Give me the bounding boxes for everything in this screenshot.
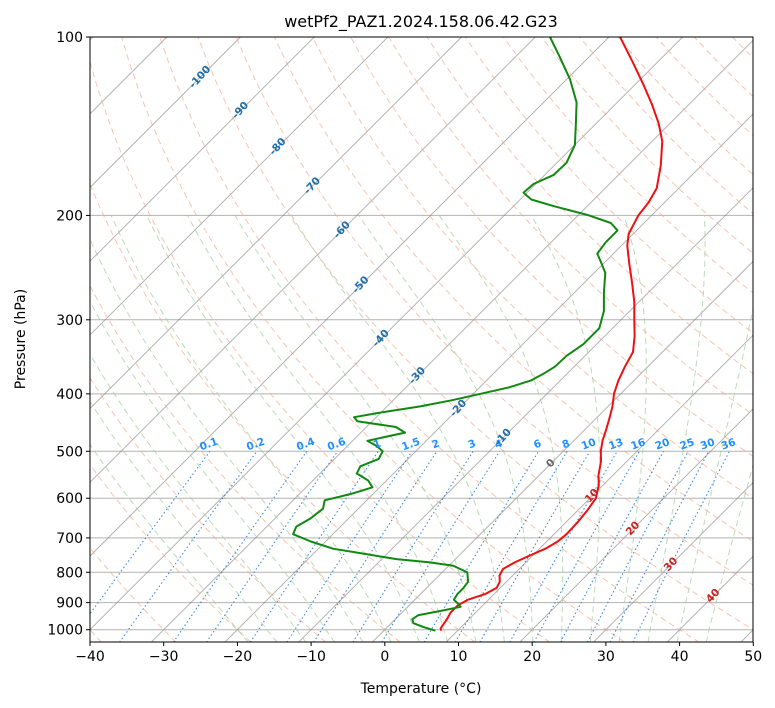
x-tick-label: −30 [149, 649, 179, 665]
isotherm-line [90, 37, 241, 189]
mixing-ratio-line [560, 451, 664, 642]
x-axis-title: Temperature (°C) [360, 681, 482, 697]
mixing-ratio-label: 36 [720, 436, 738, 452]
isotherm-line [592, 481, 753, 642]
mixing-ratio-line [119, 450, 258, 642]
y-tick-label: 600 [56, 491, 83, 507]
mixing-ratio-label: 1 [372, 438, 383, 452]
y-tick-label: 200 [56, 208, 83, 224]
x-tick-label: −40 [75, 649, 105, 665]
y-tick-label: 100 [56, 30, 83, 46]
moist-adiabat-line [90, 238, 364, 642]
dry-adiabat-line [197, 37, 753, 631]
mixing-ratio-label: 8 [561, 438, 572, 452]
mixing-ratio-label: 20 [654, 436, 672, 452]
moist-adiabat-line [110, 215, 392, 642]
moist-adiabat-line [618, 215, 647, 642]
isotherm-line [90, 37, 684, 631]
mixing-ratio-line [172, 450, 308, 642]
moist-adiabat-line [647, 215, 706, 642]
x-tick-label: 0 [380, 649, 389, 665]
mixing-ratio-label: 25 [678, 436, 696, 452]
mixing-ratio-label: 0.4 [295, 436, 317, 454]
mixing-ratio-line [313, 451, 438, 642]
dry-adiabat-line [312, 37, 753, 500]
isotherm-line [90, 37, 462, 410]
x-tick-label: −10 [296, 649, 326, 665]
mixing-ratio-line [286, 450, 413, 642]
isotherm-line [224, 113, 753, 642]
x-tick-label: −20 [223, 649, 253, 665]
y-tick-label: 400 [56, 387, 83, 403]
mixing-ratio-line [533, 451, 640, 642]
dry-adiabat-line [464, 37, 753, 334]
moist-adiabat-line [438, 215, 564, 642]
dry-adiabat-line [273, 37, 753, 543]
isotherm-line [445, 334, 753, 642]
moist-adiabat-line [187, 215, 449, 642]
mixing-ratio-label: 13 [607, 436, 625, 452]
mixing-ratio-label: 0.1 [198, 436, 220, 454]
x-tick-label: 40 [671, 649, 689, 665]
mixing-ratio-line [352, 451, 474, 642]
y-tick-label: 700 [56, 531, 83, 547]
isotherm-line [150, 39, 753, 642]
dewpoint-profile [292, 37, 619, 632]
mixing-ratio-label: 30 [699, 436, 717, 452]
isotherm-line [90, 37, 610, 557]
isotherm-line [371, 260, 753, 642]
dry-adiabat-line [159, 37, 700, 642]
moist-adiabat-line [90, 400, 278, 642]
mixing-ratio-label: 4 [493, 438, 504, 452]
y-axis-title: Pressure (hPa) [13, 289, 29, 389]
mixing-ratio-line [381, 451, 501, 642]
dry-adiabat-line [235, 37, 753, 586]
x-tick-label: 20 [523, 649, 541, 665]
temperature-profile [439, 37, 664, 631]
y-tick-label: 500 [56, 444, 83, 460]
dry-adiabat-line [502, 37, 753, 294]
chart-title: wetPf2_PAZ1.2024.158.06.42.G23 [284, 12, 558, 32]
mixing-ratio-line [632, 451, 730, 642]
x-tick-label: 50 [744, 649, 762, 665]
moist-adiabat-line [146, 215, 421, 642]
moist-adiabat-line [90, 443, 249, 642]
mixing-ratio-line [509, 451, 618, 642]
mixing-ratio-label: 16 [629, 436, 647, 452]
isotherm-line [519, 408, 753, 642]
moist-adiabat-line [530, 215, 601, 642]
moist-adiabat-line [676, 306, 753, 642]
isotherm-line [90, 37, 389, 336]
mixing-ratio-line [90, 450, 211, 615]
mixing-ratio-label: 2 [430, 438, 441, 452]
mixing-ratio-line [206, 450, 339, 642]
dry-adiabat-line [90, 60, 551, 642]
mixing-ratio-label: 10 [580, 436, 598, 452]
moist-adiabat-line [90, 353, 307, 642]
moist-adiabat-line [290, 215, 505, 642]
y-tick-label: 800 [56, 565, 83, 581]
y-tick-label: 900 [56, 596, 83, 612]
dry-adiabat-line [90, 376, 327, 642]
moist-adiabat-line [234, 215, 477, 642]
mixing-ratio-label: 6 [532, 438, 543, 452]
mixing-ratio-label: 1.5 [400, 436, 422, 454]
mixing-ratio-line [587, 451, 689, 642]
y-tick-label: 300 [56, 313, 83, 329]
mixing-ratio-line [249, 450, 379, 642]
mixing-ratio-label: 0.2 [245, 436, 267, 454]
mixing-ratio-label: 3 [467, 438, 478, 452]
dry-adiabat-line [90, 463, 252, 642]
x-tick-label: 10 [450, 649, 468, 665]
x-tick-label: 30 [597, 649, 615, 665]
isotherm-line [90, 37, 315, 262]
plot-frame [89, 36, 754, 643]
moist-adiabat-line [358, 215, 534, 642]
isotherm-line [90, 37, 536, 484]
mixing-ratio-label: 0.6 [326, 436, 348, 454]
y-tick-label: 1000 [47, 623, 83, 639]
dry-adiabat-line [121, 37, 625, 642]
